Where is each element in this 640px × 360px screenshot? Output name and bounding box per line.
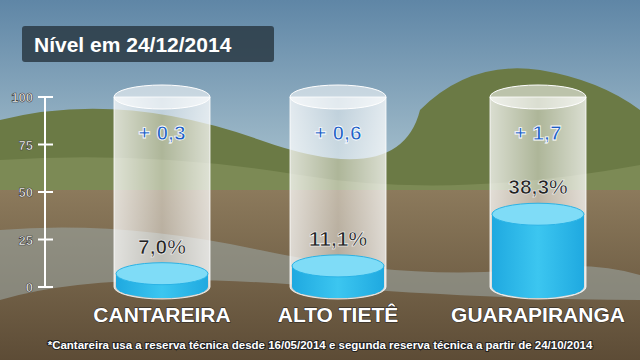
y-tick-label: 0 bbox=[26, 280, 33, 295]
cylinder-glass bbox=[114, 97, 210, 299]
x-tick-label: ALTO TIETÊ bbox=[278, 303, 399, 326]
bar-group bbox=[292, 255, 384, 298]
bar-top bbox=[116, 263, 208, 285]
bar-top bbox=[292, 255, 384, 277]
bar-top bbox=[492, 203, 584, 225]
y-tick bbox=[38, 239, 53, 241]
background-sky bbox=[0, 0, 640, 360]
data-label: 11,1% bbox=[309, 227, 368, 250]
cylinder-top bbox=[114, 85, 210, 109]
cylinder-glass bbox=[490, 97, 586, 299]
data-label: 38,3% bbox=[508, 175, 568, 198]
footnote: *Cantareira usa a reserva técnica desde … bbox=[48, 339, 593, 351]
cylinder-glass bbox=[290, 97, 386, 299]
y-tick-label: 25 bbox=[19, 233, 33, 248]
y-tick-label: 75 bbox=[19, 138, 33, 153]
change-label: + 0,6 bbox=[314, 121, 361, 144]
y-tick-label: 50 bbox=[19, 185, 33, 200]
cylinder-top bbox=[290, 85, 386, 109]
change-label: + 0,3 bbox=[138, 121, 185, 144]
x-tick-label: CANTAREIRA bbox=[93, 303, 230, 326]
y-tick bbox=[38, 96, 53, 98]
title-box bbox=[22, 26, 274, 62]
y-tick bbox=[38, 286, 53, 288]
title: Nível em 24/12/2014 bbox=[34, 33, 232, 56]
y-tick-label: 100 bbox=[11, 90, 33, 105]
x-tick-label: GUARAPIRANGA bbox=[451, 303, 625, 326]
bar-group bbox=[492, 203, 584, 298]
chart: Nível em 24/12/2014 0 25 50 75 100 + 0,3 7,0% CA… bbox=[0, 0, 640, 360]
y-tick bbox=[38, 191, 53, 193]
change-label: + 1,7 bbox=[514, 121, 561, 144]
cylinder-top bbox=[490, 85, 586, 109]
y-tick bbox=[38, 144, 53, 146]
data-label: 7,0% bbox=[138, 235, 186, 258]
bar-group bbox=[116, 263, 208, 298]
bar bbox=[492, 214, 584, 298]
